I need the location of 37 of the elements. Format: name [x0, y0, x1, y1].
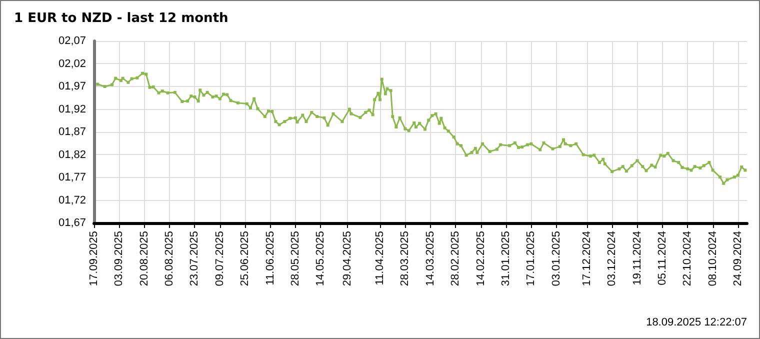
y-tick-label: 02,07 [58, 35, 86, 47]
x-tick-label: 28.02.2025 [450, 231, 462, 286]
x-tick-label: 19.11.2024 [631, 231, 644, 286]
x-tick-label: 31.01.2025 [500, 231, 512, 286]
x-tick-label: 14.03.2025 [424, 231, 436, 286]
y-tick-label: 01,77 [58, 172, 86, 184]
chart-title: 1 EUR to NZD - last 12 month [14, 11, 228, 26]
x-tick-label: 06.08.2025 [164, 231, 176, 286]
y-tick-label: 01,97 [58, 80, 86, 92]
x-tick-label: 11.06.2025 [264, 231, 276, 286]
x-tick-label: 20.08.2025 [138, 231, 150, 286]
y-tick-label: 01,72 [58, 194, 86, 206]
x-tick-label: 08.10.2024 [706, 231, 719, 286]
y-tick-label: 01,92 [58, 103, 86, 116]
x-tick-label: 17.12.2024 [580, 231, 593, 286]
x-tick-label: 23.07.2025 [188, 231, 201, 286]
x-tick-label: 24.09.2024 [732, 231, 744, 286]
x-tick-label: 03.09.2025 [113, 231, 126, 286]
x-tick-label: 29.04.2025 [342, 231, 354, 286]
x-tick-label: 14.02.2025 [474, 231, 487, 286]
x-tick-label: 09.07.2025 [214, 231, 226, 286]
x-tick-label: 28.03.2025 [399, 231, 412, 286]
x-tick-label: 14.05.2025 [314, 231, 327, 286]
x-tick-label: 25.06.2025 [239, 231, 252, 286]
text: 18.09.2025 12:22:07 [646, 316, 748, 328]
x-tick-label: 28.05.2025 [289, 231, 302, 286]
y-tick-label: 01,82 [58, 148, 86, 161]
x-tick-label: 03.12.2024 [606, 231, 618, 286]
x-tick-label: 17.09.2025 [88, 231, 100, 286]
x-tick-label: 22.10.2024 [682, 231, 694, 286]
y-tick-label: 01,87 [58, 126, 86, 138]
y-tick-label: 02,02 [58, 58, 86, 70]
x-tick-label: 17.01.2025 [525, 231, 538, 286]
x-tick-label: 05.11.2024 [656, 231, 668, 286]
x-tick-label: 11.04.2025 [374, 231, 386, 286]
x-tick-label: 03.01.2025 [550, 231, 562, 286]
y-tick-label: 01,67 [58, 217, 86, 229]
